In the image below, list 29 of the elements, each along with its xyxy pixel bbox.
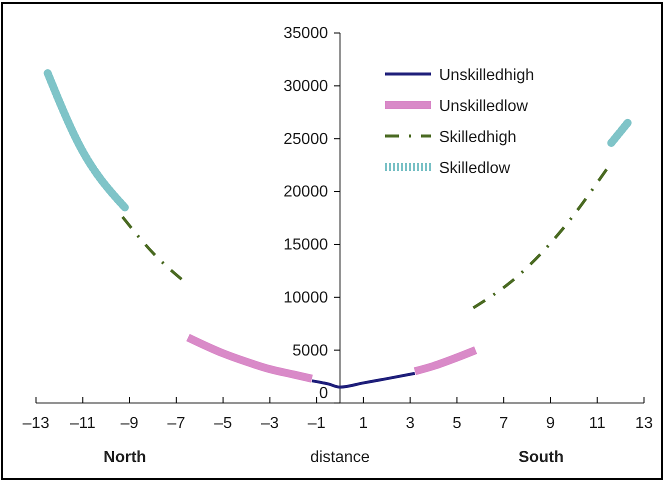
legend-label: Unskilledlow [439,98,528,115]
x-axis-title: distance [310,449,370,466]
x-tick-label: 5 [452,415,462,432]
y-tick-label: 15000 [284,236,328,254]
x-tick-label: 9 [546,415,556,432]
x-tick-label: –5 [214,415,232,432]
legend-label: Skilledhigh [439,129,516,146]
x-tick-label: 13 [635,415,653,432]
text: South [518,449,564,466]
y-tick-label: 5000 [292,342,328,360]
legend-label: Unskilledhigh [439,67,534,84]
x-tick-label: 1 [358,415,368,432]
x-tick-label: –9 [120,415,139,432]
x-tick-label: –13 [22,415,50,432]
x-tick-label: 11 [588,415,606,432]
y-tick-label: 25000 [284,130,328,148]
y-tick-label: 10000 [284,289,328,306]
x-tick-label: –11 [70,415,96,432]
x-tick-label: –3 [260,415,279,432]
x-tick-label: –7 [167,415,186,432]
legend-label: Skilledlow [439,160,511,177]
x-tick-label: 7 [499,415,508,432]
y-tick-label: 30000 [284,78,328,95]
text: North [104,449,146,466]
y-tick-label: 0 [319,385,328,402]
x-tick-label: –1 [308,415,326,432]
x-tick-label: 3 [406,415,415,432]
y-tick-label: 20000 [284,184,328,201]
y-tick-label: 35000 [284,25,328,42]
